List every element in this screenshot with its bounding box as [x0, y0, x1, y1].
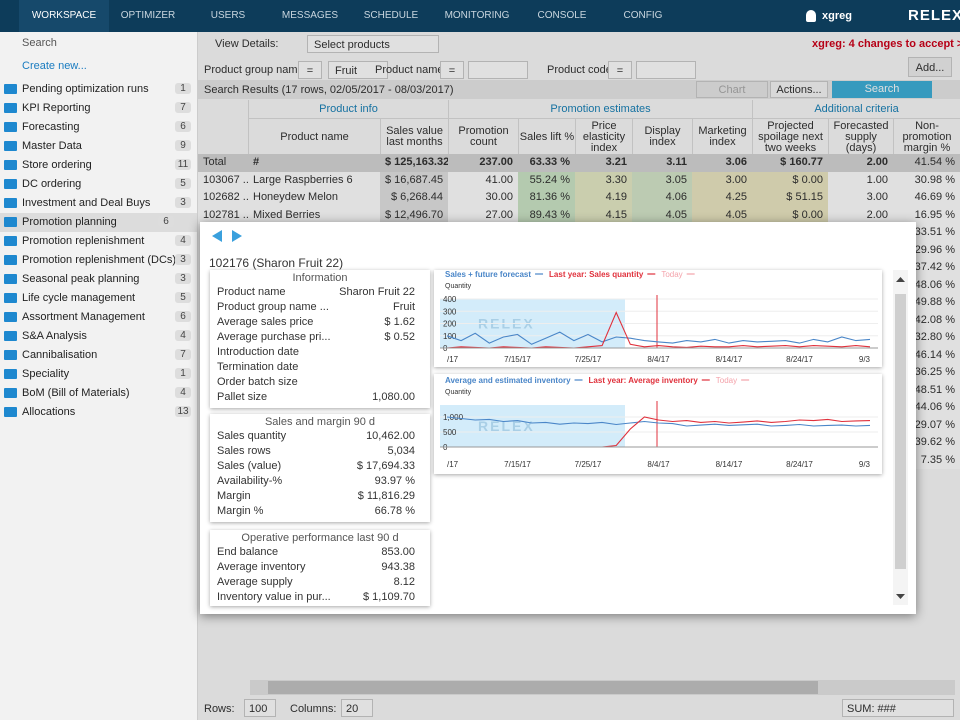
legend-label: Last year: Average inventory	[589, 376, 699, 385]
y-tick-label: 500	[443, 428, 457, 437]
x-tick-label: 7/15/17	[504, 460, 531, 469]
x-tick-label: /17	[447, 355, 459, 364]
x-tick-label: 8/14/17	[716, 460, 743, 469]
x-tick-label: 9/3	[859, 460, 871, 469]
legend-label: Today	[661, 270, 682, 279]
x-tick-label: 8/14/17	[716, 355, 743, 364]
legend-label: Last year: Sales quantity	[549, 270, 644, 279]
x-tick-label: /17	[447, 460, 459, 469]
x-tick-label: 8/24/17	[786, 355, 813, 364]
legend-label: Sales + future forecast	[445, 270, 531, 279]
x-tick-label: 7/15/17	[504, 355, 531, 364]
x-tick-label: 8/4/17	[647, 460, 670, 469]
x-tick-label: 9/3	[859, 355, 871, 364]
y-axis-label: Quantity	[445, 389, 472, 396]
y-axis-label: Quantity	[445, 283, 472, 290]
legend-label: Today	[716, 376, 737, 385]
x-tick-label: 7/25/17	[575, 460, 602, 469]
x-tick-label: 8/4/17	[647, 355, 670, 364]
x-tick-label: 8/24/17	[786, 460, 813, 469]
y-tick-label: 200	[443, 320, 457, 329]
y-tick-label: 400	[443, 295, 457, 304]
legend-label: Average and estimated inventory	[445, 376, 571, 385]
y-tick-label: 300	[443, 307, 457, 316]
x-tick-label: 7/25/17	[575, 355, 602, 364]
